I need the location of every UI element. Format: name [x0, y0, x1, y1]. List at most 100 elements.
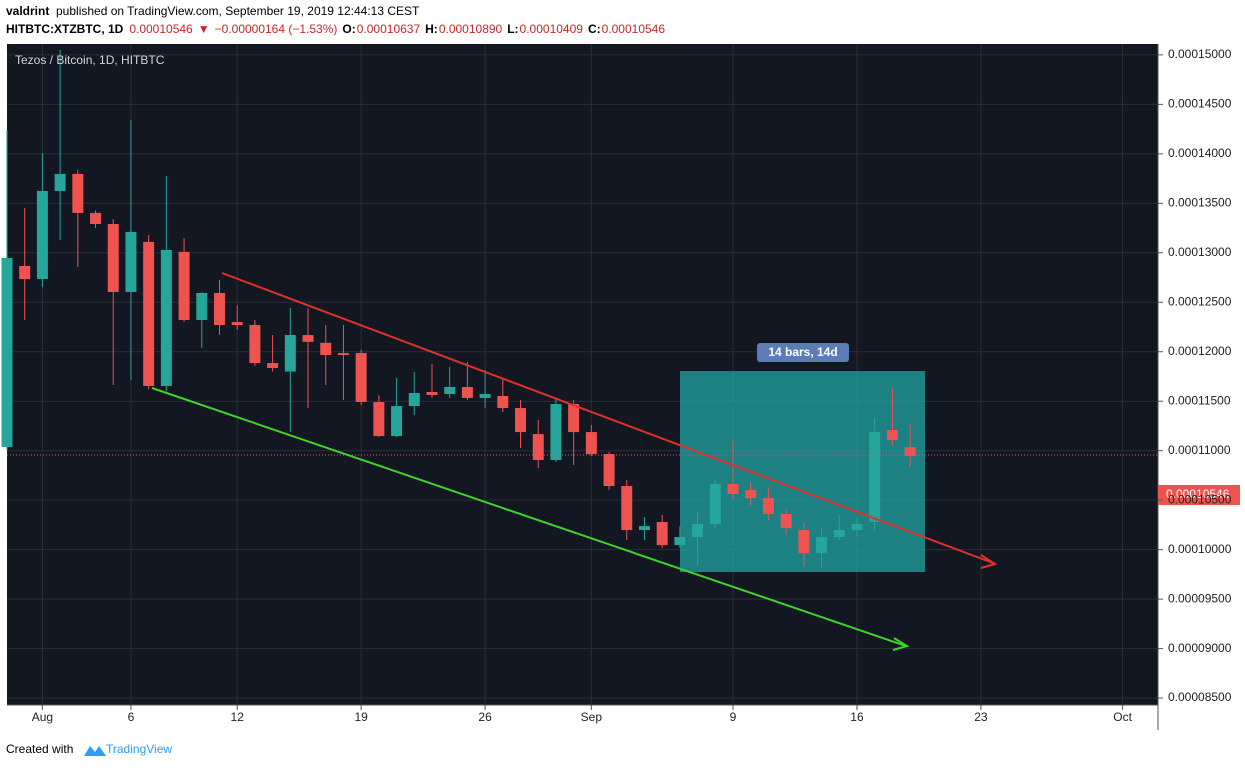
candle-body — [532, 434, 544, 460]
candle-body — [621, 486, 633, 531]
close-value: 0.00010546 — [602, 22, 666, 36]
candles — [1, 49, 916, 569]
candle-body — [178, 251, 190, 320]
candle-body — [550, 403, 562, 460]
candle-body — [603, 454, 615, 487]
candle-body — [869, 432, 881, 523]
candle-body — [160, 249, 172, 386]
candle-body — [727, 484, 739, 495]
range-label: 14 bars, 14d — [768, 345, 837, 359]
candle-body — [1, 257, 13, 448]
y-tick-label: 0.00010000 — [1168, 542, 1232, 556]
candle-body — [214, 292, 225, 326]
candle-body — [745, 490, 757, 499]
candle-body — [816, 537, 828, 554]
plot-background — [7, 44, 1158, 705]
published-info: published on TradingView.com, September … — [56, 4, 420, 18]
x-tick-label: Aug — [32, 710, 53, 724]
resistance-arrow — [980, 554, 998, 569]
y-tick-label: 0.00009000 — [1168, 641, 1232, 655]
footer-brand: TradingView — [106, 742, 172, 756]
candle-body — [479, 393, 491, 398]
candle-body — [515, 408, 527, 433]
y-tick-label: 0.00014000 — [1168, 146, 1232, 160]
x-tick-label: 19 — [354, 710, 368, 724]
x-tick-label: Oct — [1113, 710, 1132, 724]
brand-logo — [84, 746, 106, 756]
candle-body — [19, 265, 31, 280]
candle-body — [143, 241, 155, 386]
candle-body — [249, 325, 261, 364]
candle-body — [638, 526, 650, 531]
support-arrow — [892, 637, 910, 651]
candle-body — [107, 223, 119, 292]
candle-body — [762, 498, 774, 515]
candle-body — [320, 342, 332, 356]
x-tick-label: 12 — [231, 710, 245, 724]
x-tick-label: 9 — [730, 710, 737, 724]
candle-body — [196, 292, 208, 320]
symbol-line: HITBTC:XTZBTC, 1D 0.00010546 ▼ −0.000001… — [6, 22, 665, 36]
candle-body — [674, 537, 686, 546]
price-tag-box — [1158, 485, 1240, 505]
change: −0.00000164 (−1.53%) — [215, 22, 338, 36]
change-arrow: ▼ — [198, 22, 210, 36]
candle-body — [90, 212, 102, 224]
candle-body — [461, 386, 473, 398]
close-label: C: — [588, 22, 601, 36]
footer-text: Created with — [6, 742, 73, 756]
y-tick-label: 0.00014500 — [1168, 97, 1232, 111]
x-tick-label: Sep — [581, 710, 603, 724]
candle-body — [497, 395, 509, 409]
candle-body — [568, 403, 580, 433]
candle-body — [231, 322, 243, 326]
author: valdrint — [6, 4, 49, 18]
low-value: 0.00010409 — [520, 22, 584, 36]
candle-body — [585, 432, 597, 455]
price-tag: 0.00010546 — [1166, 487, 1230, 501]
candle-body — [408, 393, 420, 407]
candle-body — [302, 335, 314, 342]
chart-title: Tezos / Bitcoin, 1D, HITBTC — [15, 53, 165, 67]
candle-body — [391, 406, 403, 437]
support-line — [151, 387, 907, 647]
y-tick-label: 0.00009500 — [1168, 591, 1232, 605]
high-value: 0.00010890 — [439, 22, 503, 36]
candle-body — [798, 530, 810, 554]
candle-body — [692, 524, 704, 538]
y-tick-label: 0.00011000 — [1168, 443, 1231, 457]
low-label: L: — [507, 22, 518, 36]
candle-body — [851, 524, 863, 531]
candle-body — [709, 484, 721, 525]
x-tick-label: 23 — [974, 710, 988, 724]
candle-body — [904, 447, 916, 457]
candle-body — [337, 353, 349, 356]
candle-body — [284, 335, 296, 372]
y-tick-label: 0.00010500 — [1168, 492, 1232, 506]
candle-body — [444, 386, 456, 394]
y-tick-label: 0.00011500 — [1168, 393, 1231, 407]
y-tick-label: 0.00008500 — [1168, 690, 1232, 704]
candle-body — [886, 430, 898, 441]
open-value: 0.00010637 — [357, 22, 421, 36]
candle-body — [54, 173, 66, 191]
high-label: H: — [425, 22, 438, 36]
candle-body — [780, 514, 792, 529]
y-tick-label: 0.00013500 — [1168, 195, 1232, 209]
candle-body — [373, 402, 385, 437]
resistance-line — [221, 272, 994, 564]
x-tick-label: 26 — [478, 710, 492, 724]
x-tick-label: 16 — [850, 710, 864, 724]
x-tick-label: 6 — [128, 710, 135, 724]
candle-body — [833, 530, 845, 538]
candle-body — [72, 173, 84, 213]
candle-body — [656, 522, 668, 546]
open-label: O: — [342, 22, 355, 36]
candle-body — [36, 190, 48, 280]
symbol: HITBTC:XTZBTC, 1D — [6, 22, 124, 36]
y-tick-label: 0.00015000 — [1168, 47, 1232, 61]
y-tick-label: 0.00012500 — [1168, 294, 1232, 308]
candle-body — [267, 363, 279, 368]
